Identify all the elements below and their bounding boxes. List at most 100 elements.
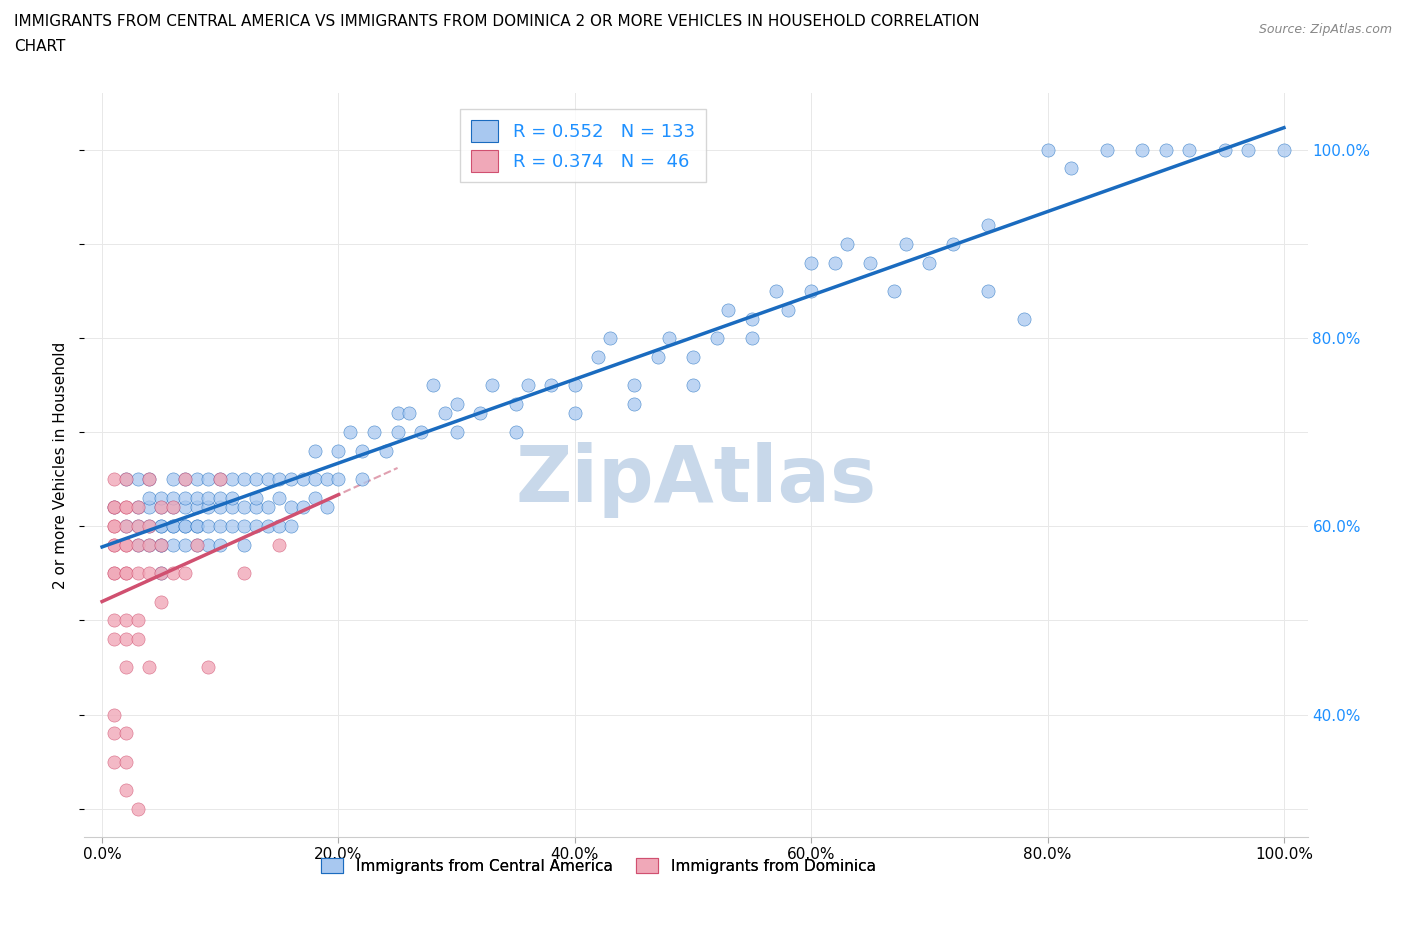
Point — [197, 660, 219, 675]
Point — [138, 519, 160, 534]
Point — [127, 500, 149, 515]
Point — [918, 255, 941, 270]
Point — [516, 378, 538, 392]
Point — [103, 565, 125, 580]
Point — [162, 565, 184, 580]
Point — [103, 519, 125, 534]
Point — [942, 236, 965, 251]
Point — [352, 444, 374, 458]
Point — [162, 538, 184, 552]
Point — [221, 472, 243, 486]
Point — [623, 378, 645, 392]
Point — [352, 472, 374, 486]
Point — [292, 472, 315, 486]
Point — [422, 378, 444, 392]
Point — [328, 472, 350, 486]
Point — [186, 538, 208, 552]
Point — [103, 500, 125, 515]
Point — [103, 726, 125, 741]
Point — [1130, 142, 1153, 157]
Point — [433, 405, 456, 420]
Point — [374, 444, 396, 458]
Point — [197, 500, 219, 515]
Point — [173, 472, 195, 486]
Point — [114, 472, 136, 486]
Point — [269, 519, 291, 534]
Legend: Immigrants from Central America, Immigrants from Dominica: Immigrants from Central America, Immigra… — [314, 850, 883, 882]
Point — [186, 519, 208, 534]
Point — [387, 425, 409, 440]
Point — [173, 538, 195, 552]
Point — [138, 538, 160, 552]
Point — [103, 754, 125, 769]
Point — [977, 218, 1000, 232]
Point — [256, 519, 278, 534]
Point — [114, 782, 136, 797]
Point — [127, 519, 149, 534]
Point — [127, 519, 149, 534]
Point — [209, 519, 232, 534]
Point — [103, 565, 125, 580]
Point — [505, 396, 527, 411]
Point — [162, 500, 184, 515]
Point — [114, 613, 136, 628]
Point — [186, 519, 208, 534]
Point — [127, 538, 149, 552]
Point — [186, 500, 208, 515]
Point — [540, 378, 562, 392]
Point — [564, 378, 586, 392]
Point — [717, 302, 740, 317]
Point — [114, 472, 136, 486]
Point — [162, 519, 184, 534]
Point — [173, 472, 195, 486]
Point — [127, 472, 149, 486]
Point — [280, 519, 302, 534]
Point — [280, 472, 302, 486]
Point — [446, 396, 468, 411]
Text: ZipAtlas: ZipAtlas — [516, 442, 876, 518]
Point — [114, 500, 136, 515]
Point — [977, 284, 1000, 299]
Point — [114, 538, 136, 552]
Point — [197, 519, 219, 534]
Point — [173, 500, 195, 515]
Point — [209, 490, 232, 505]
Point — [658, 330, 681, 345]
Point — [232, 472, 254, 486]
Point — [599, 330, 621, 345]
Point — [103, 538, 125, 552]
Point — [859, 255, 882, 270]
Point — [315, 500, 337, 515]
Point — [186, 538, 208, 552]
Point — [138, 490, 160, 505]
Point — [623, 396, 645, 411]
Point — [209, 538, 232, 552]
Point — [127, 613, 149, 628]
Point — [162, 490, 184, 505]
Point — [197, 538, 219, 552]
Point — [1095, 142, 1118, 157]
Point — [138, 500, 160, 515]
Point — [1178, 142, 1201, 157]
Point — [114, 500, 136, 515]
Point — [138, 472, 160, 486]
Point — [221, 490, 243, 505]
Point — [328, 444, 350, 458]
Point — [209, 500, 232, 515]
Point — [647, 350, 669, 365]
Point — [800, 255, 823, 270]
Point — [114, 519, 136, 534]
Point — [269, 490, 291, 505]
Point — [1213, 142, 1236, 157]
Point — [103, 631, 125, 646]
Point — [114, 565, 136, 580]
Point — [150, 565, 173, 580]
Point — [103, 613, 125, 628]
Point — [470, 405, 492, 420]
Point — [150, 519, 173, 534]
Point — [741, 312, 763, 326]
Point — [256, 500, 278, 515]
Point — [150, 500, 173, 515]
Point — [138, 660, 160, 675]
Point — [221, 500, 243, 515]
